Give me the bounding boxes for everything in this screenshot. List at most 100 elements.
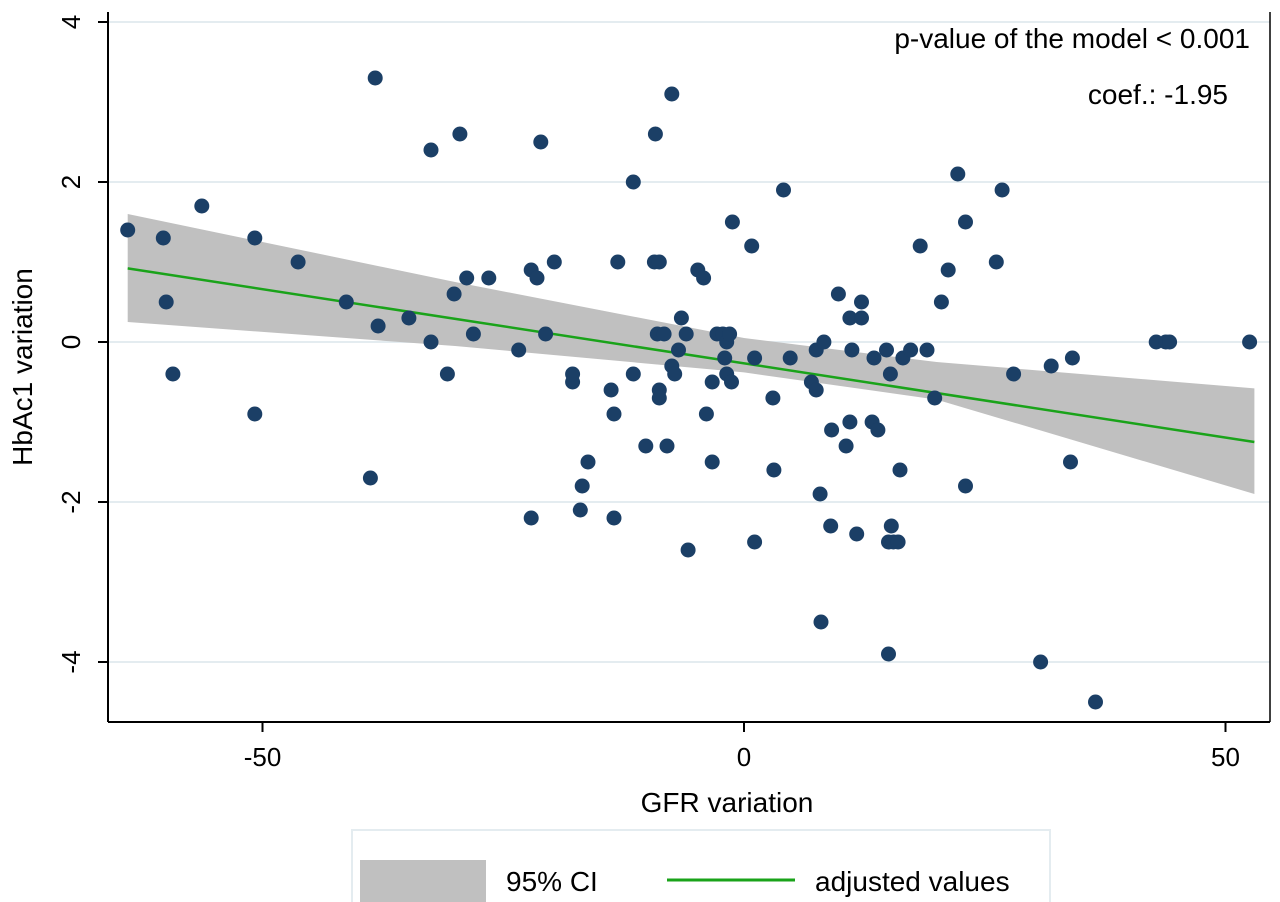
data-point [565, 366, 581, 382]
data-point [362, 470, 378, 486]
data-point [647, 126, 663, 142]
data-point [439, 366, 455, 382]
data-point [651, 390, 667, 406]
data-point [1242, 334, 1258, 350]
data-point [120, 222, 136, 238]
data-point [625, 366, 641, 382]
data-point [704, 454, 720, 470]
y-tick-label: -2 [56, 490, 86, 513]
data-point [849, 526, 865, 542]
data-point [816, 334, 832, 350]
data-point [994, 182, 1010, 198]
data-point [808, 382, 824, 398]
data-point [667, 366, 683, 382]
data-point [958, 478, 973, 494]
data-point [533, 134, 549, 150]
data-point [747, 534, 763, 550]
data-point [927, 390, 943, 406]
data-point [1043, 358, 1059, 374]
data-point [290, 254, 306, 270]
data-point [722, 326, 738, 342]
y-axis-title: HbAc1 variation [7, 268, 38, 466]
data-point [546, 254, 562, 270]
data-point [776, 182, 791, 198]
legend: 95% CI adjusted values [351, 829, 1051, 902]
data-point [465, 326, 481, 342]
data-point [481, 270, 497, 286]
data-point [651, 254, 667, 270]
data-point [523, 510, 539, 526]
data-point [680, 542, 696, 558]
data-point [165, 366, 181, 382]
x-tick-label: 0 [737, 742, 751, 772]
data-point [958, 214, 973, 230]
data-point [940, 262, 956, 278]
y-tick-label: 2 [56, 175, 86, 189]
data-point [866, 350, 882, 366]
data-point [892, 462, 908, 478]
data-point [912, 238, 928, 254]
data-point [988, 254, 1004, 270]
fit-line [127, 267, 1255, 444]
data-point [919, 342, 935, 358]
data-point [883, 518, 899, 534]
data-point [671, 342, 686, 358]
data-point [638, 438, 654, 454]
data-point [572, 502, 588, 518]
data-point [452, 126, 468, 142]
data-point [155, 230, 171, 246]
data-point [1006, 366, 1022, 382]
data-point [933, 294, 949, 310]
data-point [511, 342, 527, 358]
data-point [766, 462, 782, 478]
data-point [659, 438, 675, 454]
data-point [879, 342, 894, 358]
x-tick-label: -50 [244, 742, 282, 772]
data-point [950, 166, 966, 182]
data-point [446, 286, 462, 302]
annotation-coef: coef.: -1.95 [1088, 79, 1228, 110]
data-point [158, 294, 174, 310]
data-point [830, 286, 846, 302]
data-point [247, 230, 263, 246]
data-point [724, 214, 740, 230]
axis-ticks: -4 -2 0 2 4 -50 0 50 [56, 15, 1240, 772]
data-point [854, 310, 869, 326]
data-point [1162, 334, 1178, 350]
y-tick-label: 4 [56, 15, 86, 29]
x-axis-title: GFR variation [641, 787, 814, 818]
data-point [696, 270, 712, 286]
y-tick-label: -4 [56, 650, 86, 673]
data-point [890, 534, 906, 550]
data-point [844, 342, 860, 358]
data-point [423, 334, 439, 350]
data-point [401, 310, 417, 326]
legend-label-ci: 95% CI [506, 866, 598, 897]
data-point [744, 238, 760, 254]
data-point [823, 518, 839, 534]
data-point [610, 254, 626, 270]
data-point [370, 318, 386, 334]
data-point [882, 366, 898, 382]
data-point [1033, 654, 1049, 670]
fit-line-group [127, 267, 1255, 444]
data-point [1064, 350, 1080, 366]
data-point [842, 310, 858, 326]
data-point [903, 342, 919, 358]
data-point [724, 374, 739, 390]
data-point [765, 390, 781, 406]
data-point [423, 142, 439, 158]
data-point [459, 270, 475, 286]
data-point [747, 350, 763, 366]
data-point [574, 478, 590, 494]
data-point [247, 406, 263, 422]
data-point [717, 350, 733, 366]
data-point [824, 422, 840, 438]
data-point [812, 486, 828, 502]
data-point [606, 406, 622, 422]
data-point [813, 614, 829, 630]
data-point [854, 294, 869, 310]
data-point [367, 70, 383, 86]
data-point [538, 326, 554, 342]
